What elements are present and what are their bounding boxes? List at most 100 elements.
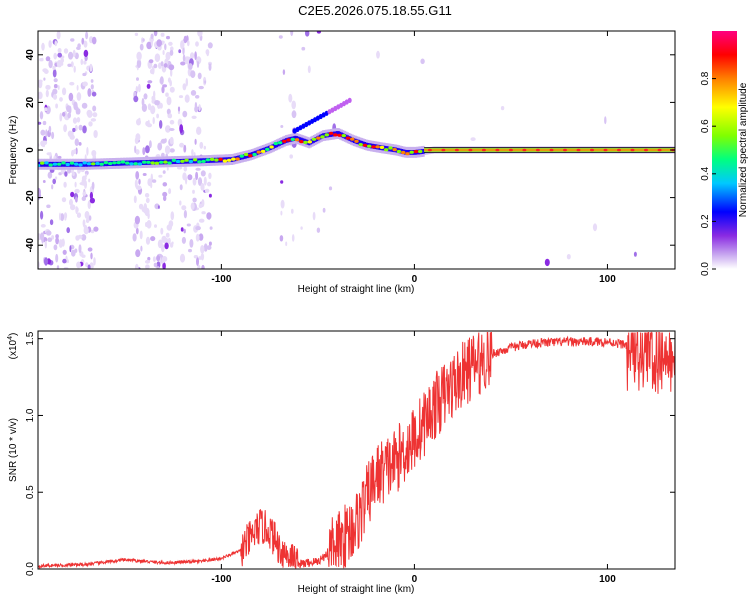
speckle-mark — [147, 212, 150, 220]
snr-panel: -100 0 100 0.0 0.5 1.0 1.5 Height of straight… — [7, 330, 676, 595]
ridge-band-mark — [61, 161, 64, 167]
speckle-mark — [195, 171, 199, 181]
speckle-mark — [53, 244, 58, 251]
speckle-mark — [134, 32, 139, 37]
speckle-mark — [167, 77, 171, 83]
ridge-band-mark — [268, 145, 271, 151]
speckle-mark — [161, 244, 165, 253]
speckle-mark — [40, 210, 44, 220]
speckle-mark — [133, 195, 137, 204]
speckle-mark — [74, 52, 79, 60]
speckle-mark — [290, 31, 294, 37]
speckle-mark — [69, 81, 75, 86]
speckle-mark — [148, 59, 154, 64]
ridge-hot-mark — [396, 149, 402, 154]
ridge-hot-mark — [413, 149, 419, 154]
speckle-mark — [161, 152, 165, 158]
speckle-mark — [280, 125, 284, 128]
speckle-mark — [185, 77, 188, 87]
ridge-band-mark — [272, 143, 275, 149]
speckle-mark — [179, 142, 185, 148]
ridge-hot-mark — [384, 148, 389, 152]
speckle-mark — [90, 229, 95, 234]
speckle-mark — [146, 83, 151, 89]
speckle-mark — [76, 261, 81, 269]
ridge-hot-mark — [235, 157, 240, 161]
speckle-mark — [70, 191, 75, 198]
speckle-mark — [208, 241, 212, 246]
speckle-mark — [151, 179, 157, 183]
speckle-mark — [198, 203, 203, 209]
spectrogram-speckle — [38, 31, 637, 269]
speckle-mark — [203, 243, 208, 252]
ridge-hot-mark — [159, 160, 164, 164]
speckle-mark — [376, 50, 380, 59]
ridge-hot-mark — [78, 163, 83, 167]
speckle-mark — [76, 84, 79, 91]
speckle-mark — [92, 105, 97, 112]
speckle-mark — [291, 100, 297, 110]
speckle-mark — [85, 31, 89, 40]
ridge-hot-mark — [175, 159, 181, 164]
ridge-steady-hot — [495, 148, 500, 152]
speckle-mark — [198, 85, 204, 90]
x-tick-label: -100 — [211, 574, 231, 585]
speckle-mark — [56, 60, 63, 68]
speckle-mark — [203, 176, 207, 186]
speckle-mark — [74, 138, 80, 146]
speckle-mark — [81, 196, 87, 201]
ridge-band-mark — [263, 147, 266, 153]
ridge-band-mark — [153, 159, 156, 165]
speckle-mark — [181, 236, 186, 244]
speckle-mark — [88, 215, 92, 221]
ridge-hot-mark — [99, 162, 104, 166]
ridge-hot-mark — [48, 163, 53, 167]
speckle-mark — [143, 210, 149, 214]
speckle-mark — [135, 149, 140, 155]
speckle-mark — [74, 248, 78, 253]
speckle-mark — [41, 42, 45, 51]
speckle-mark — [153, 63, 158, 69]
speckle-mark — [198, 218, 205, 223]
ridge-hot-mark — [201, 159, 206, 163]
speckle-mark — [150, 33, 154, 40]
ridge-band-mark — [387, 146, 390, 152]
speckle-mark — [62, 111, 66, 117]
speckle-mark — [280, 210, 283, 216]
y-tick-label: 1.0 — [25, 408, 36, 422]
ridge-steady-hot — [481, 148, 486, 152]
speckle-mark — [89, 191, 93, 200]
ridge-hot-mark — [256, 150, 261, 154]
ridge-band-mark — [328, 132, 331, 138]
speckle-mark — [156, 255, 161, 262]
speckle-mark — [289, 154, 294, 159]
ridge-hot-mark — [358, 143, 363, 147]
speckle-mark — [206, 212, 212, 220]
speckle-mark — [190, 90, 197, 96]
speckle-mark — [604, 116, 607, 125]
ridge-steady-hot — [630, 148, 635, 152]
speckle-mark — [67, 112, 71, 119]
ridge-hot-mark — [167, 161, 172, 165]
speckle-mark — [187, 40, 190, 47]
speckle-mark — [53, 156, 57, 160]
speckle-mark — [90, 84, 94, 90]
speckle-mark — [328, 186, 333, 191]
speckle-mark — [195, 41, 199, 47]
ridge-band-mark — [319, 134, 322, 140]
speckle-mark — [208, 172, 212, 179]
ridge-band-mark — [294, 135, 297, 141]
speckle-mark — [145, 264, 150, 269]
ridge-hot-mark — [222, 159, 228, 163]
speckle-mark — [198, 256, 202, 260]
speckle-mark — [280, 180, 284, 184]
speckle-mark — [166, 35, 170, 40]
speckle-mark — [191, 115, 197, 120]
speckle-mark — [46, 152, 52, 156]
speckle-mark — [134, 145, 137, 154]
speckle-mark — [84, 211, 90, 219]
speckle-mark — [169, 148, 175, 153]
speckle-mark — [83, 40, 88, 48]
ridge-steady-hot — [590, 148, 594, 152]
speckle-mark — [188, 248, 192, 253]
